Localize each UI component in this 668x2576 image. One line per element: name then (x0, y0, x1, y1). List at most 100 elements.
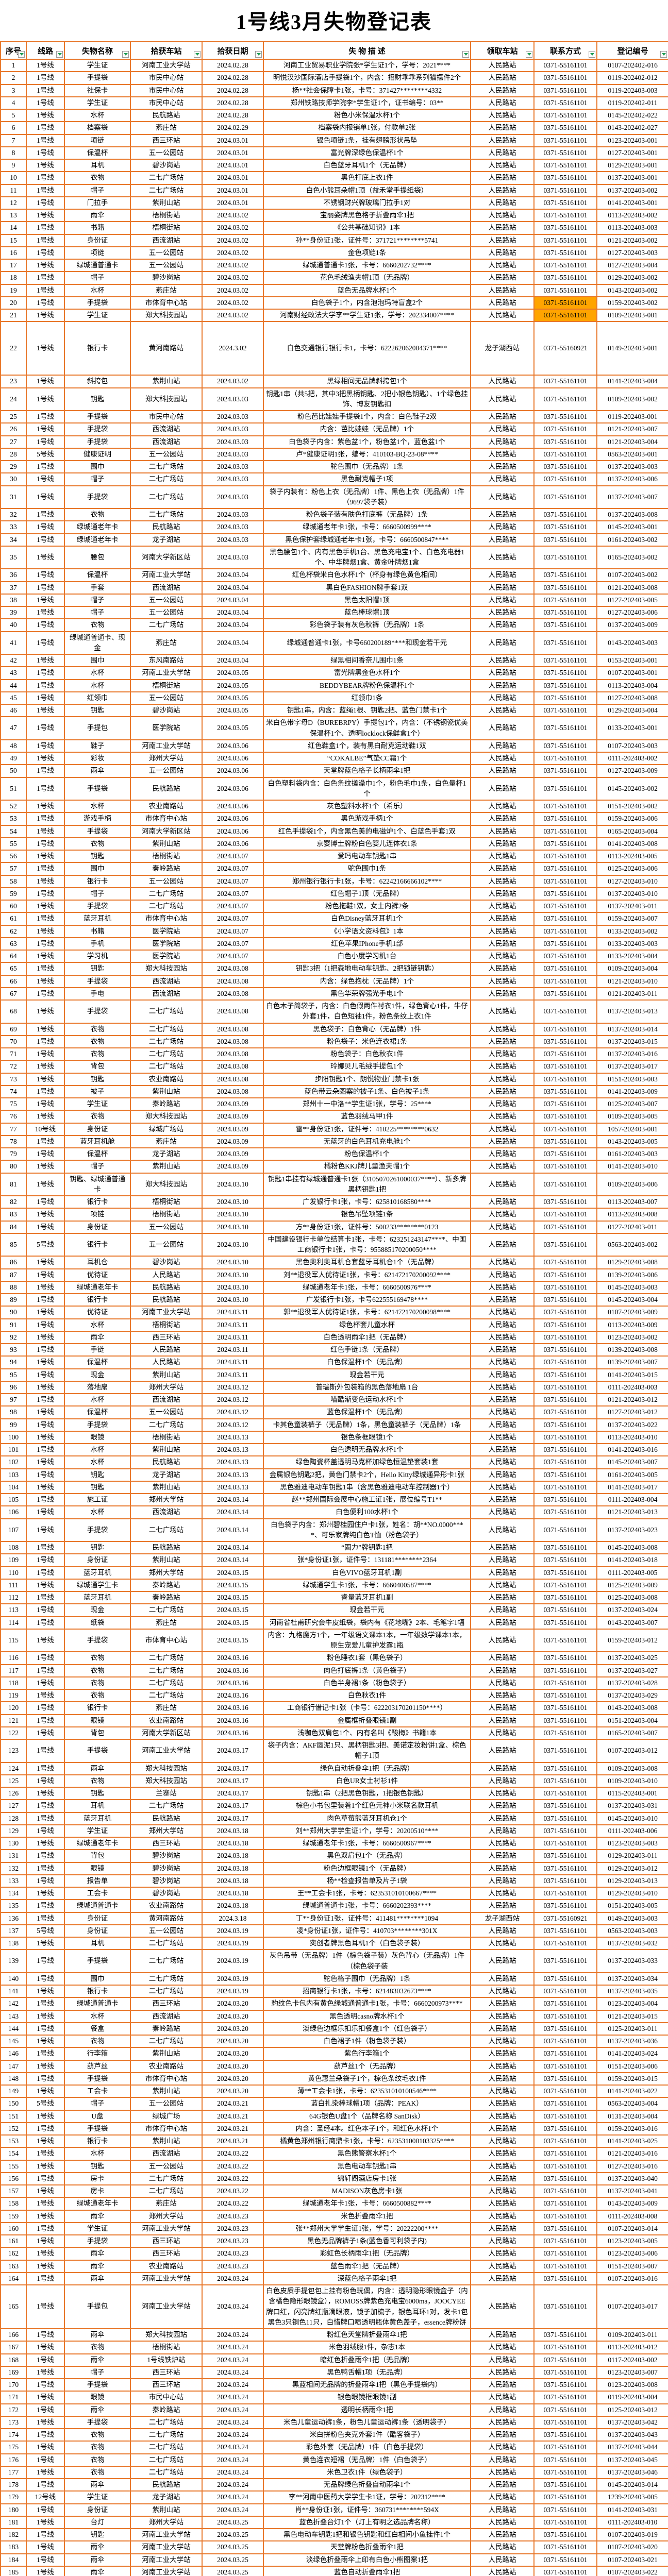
cell-index: 81 (0, 1172, 27, 1196)
cell-item-name: 蓝牙耳机 (64, 912, 131, 926)
cell-item-name: 水杯 (64, 1318, 131, 1332)
cell-index: 78 (0, 1134, 27, 1149)
cell-reg-number: 0137-202403-046 (596, 2465, 668, 2480)
cell-line: 1号线 (26, 545, 65, 570)
cell-claim-station: 人民路站 (470, 974, 535, 988)
table-row: 110 1号线 蓝牙耳机 郑州大学站 2024.03.15 白色VIVO蓝牙耳机1副 人民路… (0, 1566, 668, 1580)
cell-description: 工商银行借记卡1张（卡号：622203170201150****） (263, 1701, 471, 1715)
cell-index: 56 (0, 849, 27, 863)
cell-pickup-station: 河南工业大学站 (130, 1306, 203, 1319)
cell-line: 1号线 (26, 1701, 65, 1715)
filter-dropdown-icon[interactable] (462, 51, 469, 58)
cell-line: 1号线 (26, 666, 65, 680)
cell-line: 1号线 (26, 2272, 65, 2286)
filter-dropdown-icon[interactable] (526, 51, 532, 58)
cell-item-name: 房卡 (64, 2172, 131, 2186)
cell-contact: 0371-55161101 (533, 1047, 597, 1061)
cell-reg-number: 0109-202403-011 (596, 2328, 668, 2342)
table-row: 152 1号线 手提袋 市体育中心站 2024.03.21 内含：圣经4本。红色本子1个，… (0, 2122, 668, 2136)
cell-description: 京婴博士牌粉白色婴儿连体衣1条 (263, 837, 471, 851)
cell-claim-station: 人民路站 (470, 1553, 535, 1567)
cell-pickup-station: 二七广场站 (130, 899, 203, 913)
filter-dropdown-icon[interactable] (194, 51, 201, 58)
cell-index: 171 (0, 2391, 27, 2404)
cell-pickup-date: 2024.03.01 (202, 183, 264, 197)
cell-pickup-station: 郑大科技园站 (130, 387, 203, 411)
cell-description: 普瑞斯外包装箱的黑色落地扇 1台 (263, 1380, 471, 1395)
cell-item-name: 雨伞 (64, 2565, 131, 2576)
cell-item-name: 钥匙 (64, 1468, 131, 1482)
cell-description: 郑州银行银行卡1张，卡号：62242166666102**** (263, 874, 471, 888)
cell-description: 白色透明无品牌水杯1个 (263, 1443, 471, 1457)
cell-index: 139 (0, 1949, 27, 1973)
cell-claim-station: 人民路站 (470, 387, 535, 411)
cell-index: 121 (0, 1714, 27, 1727)
cell-description: 金属银色钥匙2把，黄色门禁卡2个，Hello Kitty绿城通异形卡1张 (263, 1468, 471, 1482)
table-row: 175 1号线 衣物 二七广场站 2024.03.24 彩色外套（无品牌）1件（白色手提袋… (0, 2441, 668, 2454)
cell-description: 紫色行李箱1个 (263, 2047, 471, 2061)
cell-pickup-date: 2024.03.02 (202, 375, 264, 388)
cell-claim-station: 人民路站 (470, 2209, 535, 2223)
cell-index: 136 (0, 1911, 27, 1925)
cell-contact: 0371-55161101 (533, 1035, 597, 1049)
filter-dropdown-icon[interactable] (589, 51, 595, 58)
cell-reg-number: 0133-202403-001 (596, 716, 668, 740)
cell-line: 1号线 (26, 2259, 65, 2273)
cell-reg-number: 0137-202403-031 (596, 1799, 668, 1813)
cell-pickup-date: 2024.03.10 (202, 1268, 264, 1282)
cell-index: 12 (0, 196, 27, 210)
cell-item-name: 手提袋 (64, 974, 131, 988)
table-row: 107 1号线 手提袋 二七广场站 2024.03.14 白色袋子内含：郑州碧桂园住户卡1… (0, 1518, 668, 1542)
table-row: 156 1号线 房卡 二七广场站 2024.03.22 锦轩阁酒店房卡1张 人民路站 0371… (0, 2172, 668, 2186)
cell-reg-number: 0145-202403-001 (596, 520, 668, 534)
cell-description: 天堂牌粉色折叠雨伞1把 (263, 2540, 471, 2554)
cell-item-name: 眼镜 (64, 2391, 131, 2404)
filter-dropdown-icon[interactable] (255, 51, 262, 58)
cell-description: 白色袋子内含：紫色盆1个，粉色盆1个，蓝色盆1个 (263, 435, 471, 449)
cell-contact: 0371-55161101 (533, 1480, 597, 1495)
cell-contact: 0371-55161101 (533, 1861, 597, 1875)
cell-pickup-station: 西三环站 (130, 1997, 203, 2011)
cell-reg-number: 0125-202403-008 (596, 1590, 668, 1605)
cell-item-name: 优待证 (64, 1268, 131, 1282)
filter-dropdown-icon[interactable] (122, 51, 129, 58)
cell-description: 白色VIVO蓝牙耳机1副 (263, 1566, 471, 1580)
cell-pickup-station: 梧桐街站 (130, 679, 203, 692)
table-row: 128 1号线 蓝牙耳机 民航路站 2024.03.17 肉色草莓熊蓝牙耳机仓1个 人民路站… (0, 1811, 668, 1825)
cell-line: 1号线 (26, 1293, 65, 1307)
cell-index: 106 (0, 1505, 27, 1519)
cell-claim-station: 人民路站 (470, 2059, 535, 2073)
cell-description: 白色袋子1个，内含泡泡玛特盲盒2个 (263, 296, 471, 310)
cell-description: 橘黄色郑州银行商鼎卡1张，卡号：623531000103325**** (263, 2134, 471, 2148)
cell-description: 蓝色羽绒马甲1件 (263, 1110, 471, 1124)
table-row: 159 1号线 雨伞 郑州大学站 2024.03.23 米色折叠雨伞1把 人民路站 0371-… (0, 2209, 668, 2223)
table-row: 16 1号线 项链 五一公园站 2024.03.02 金色项链1条 人民路站 0371-551… (0, 246, 668, 260)
cell-reg-number: 0131-202403-004 (596, 2109, 668, 2123)
cell-pickup-date: 2024.03.02 (202, 296, 264, 310)
cell-item-name: 手提袋 (64, 71, 131, 85)
filter-dropdown-icon[interactable] (56, 51, 63, 58)
cell-item-name: 银行卡 (64, 1701, 131, 1715)
filter-dropdown-icon[interactable] (660, 51, 667, 58)
table-row: 42 1号线 围巾 东风南路站 2024.03.04 绿黑相间香奈儿围巾1条 人民路站 037… (0, 653, 668, 668)
cell-line: 1号线 (26, 158, 65, 173)
cell-claim-station: 人民路站 (470, 2097, 535, 2111)
cell-reg-number: 0145-202403-008 (596, 1540, 668, 1555)
cell-pickup-station: 梧桐街站 (130, 2341, 203, 2354)
cell-pickup-date: 2024.03.03 (202, 485, 264, 509)
cell-contact: 0371-55161101 (533, 2272, 597, 2286)
cell-pickup-station: 西流湖站 (130, 422, 203, 436)
cell-item-name: 绿城通普通卡 (64, 1997, 131, 2011)
cell-description: 内含：九格魔方1个，一年级语文课本1本，一年级数学课本1本，原生宠爱儿童护发露1… (263, 1628, 471, 1653)
filter-dropdown-icon[interactable] (18, 51, 25, 58)
cell-line: 1号线 (26, 1774, 65, 1788)
cell-pickup-station: 五一公园站 (130, 605, 203, 620)
cell-pickup-date: 2024.03.10 (202, 1280, 264, 1295)
cell-pickup-date: 2024.03.08 (202, 987, 264, 1001)
cell-claim-station: 人民路站 (470, 999, 535, 1024)
cell-claim-station: 人民路站 (470, 2234, 535, 2248)
cell-reg-number: 0125-202403-009 (596, 1578, 668, 1592)
cell-description: 白色袋子内含：郑州碧桂园住户卡1张，姓名：胡**NO.0000****、可乐家牌… (263, 1518, 471, 1542)
cell-item-name: 衣物 (64, 2453, 131, 2467)
cell-item-name: 钥匙 (64, 703, 131, 718)
